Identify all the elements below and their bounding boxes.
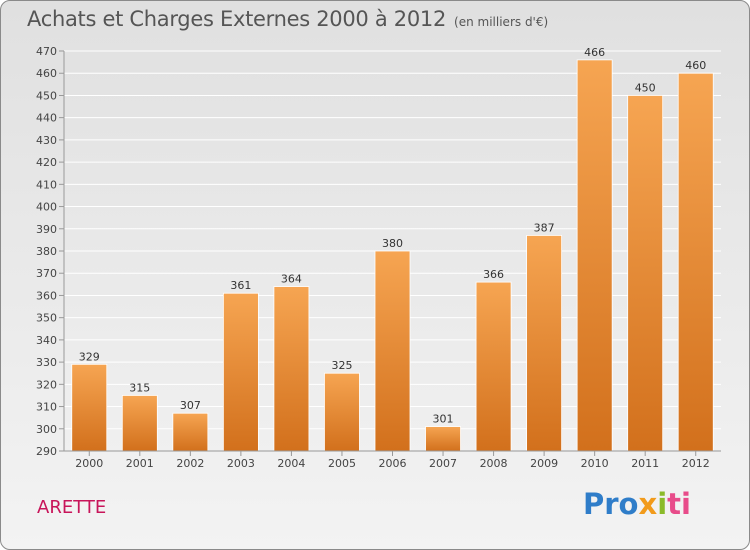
bar-2009 bbox=[526, 235, 563, 452]
data-label-2006: 380 bbox=[382, 237, 403, 250]
data-label-2008: 366 bbox=[483, 268, 504, 281]
data-label-2011: 450 bbox=[635, 81, 656, 94]
y-tick-label: 390 bbox=[36, 223, 57, 236]
data-label-2009: 387 bbox=[534, 221, 555, 234]
bar-2010 bbox=[576, 59, 613, 452]
logo-part-1: Pro bbox=[583, 487, 639, 521]
bar-2011 bbox=[627, 95, 664, 452]
y-tick-label: 290 bbox=[36, 445, 57, 458]
chart-title-main: Achats et Charges Externes 2000 à 2012 bbox=[27, 7, 447, 31]
bar-2008 bbox=[475, 281, 512, 452]
x-tick-label: 2000 bbox=[75, 457, 103, 470]
data-label-2001: 315 bbox=[129, 381, 150, 394]
bar-2012 bbox=[677, 72, 714, 452]
bar-2004 bbox=[273, 286, 310, 452]
x-tick-label: 2006 bbox=[379, 457, 407, 470]
data-labels: 329 315 307 361 364 325 380 301 366 387 466 450 460 bbox=[79, 46, 706, 426]
data-label-2004: 364 bbox=[281, 273, 302, 286]
bar-2003 bbox=[222, 292, 259, 452]
y-tick-label: 370 bbox=[36, 267, 57, 280]
x-tick-label: 2007 bbox=[429, 457, 457, 470]
bar-2001 bbox=[121, 395, 158, 452]
y-tick-label: 420 bbox=[36, 156, 57, 169]
y-tick-label: 350 bbox=[36, 312, 57, 325]
y-tick-label: 330 bbox=[36, 356, 57, 369]
y-tick-label: 460 bbox=[36, 67, 57, 80]
bar-2005 bbox=[324, 372, 360, 452]
y-tick-label: 440 bbox=[36, 112, 57, 125]
x-tick-label: 2003 bbox=[227, 457, 255, 470]
chart-title: Achats et Charges Externes 2000 à 2012 (e… bbox=[27, 7, 548, 31]
y-tick-label: 470 bbox=[36, 45, 57, 58]
data-label-2007: 301 bbox=[433, 413, 454, 426]
y-tick-label: 320 bbox=[36, 378, 57, 391]
bar-2007 bbox=[425, 426, 461, 452]
data-label-2005: 325 bbox=[331, 359, 352, 372]
y-tick-label: 300 bbox=[36, 423, 57, 436]
bars bbox=[71, 59, 714, 452]
y-tick-label: 400 bbox=[36, 201, 57, 214]
x-tick-label: 2009 bbox=[530, 457, 558, 470]
data-label-2003: 361 bbox=[230, 279, 251, 292]
logo-part-4: ti bbox=[667, 487, 691, 521]
y-tick-label: 450 bbox=[36, 89, 57, 102]
bar-2000 bbox=[71, 363, 108, 452]
data-label-2012: 460 bbox=[685, 59, 706, 72]
x-tick-label: 2005 bbox=[328, 457, 356, 470]
commune-label: ARETTE bbox=[37, 497, 107, 518]
data-label-2002: 307 bbox=[180, 399, 201, 412]
x-tick-label: 2012 bbox=[682, 457, 710, 470]
y-tick-label: 310 bbox=[36, 401, 57, 414]
y-axis: 290 300 310 320 330 340 350 360 370 380 390 400 410 4… bbox=[36, 45, 65, 458]
y-tick-label: 360 bbox=[36, 289, 57, 302]
x-tick-label: 2002 bbox=[176, 457, 204, 470]
bar-2002 bbox=[172, 412, 209, 452]
data-label-2000: 329 bbox=[79, 350, 100, 363]
logo-part-2: x bbox=[638, 487, 658, 521]
data-label-2010: 466 bbox=[584, 46, 605, 59]
chart-title-unit: (en milliers d'€) bbox=[454, 15, 549, 29]
x-tick-label: 2008 bbox=[480, 457, 508, 470]
x-tick-label: 2004 bbox=[277, 457, 305, 470]
x-tick-label: 2010 bbox=[581, 457, 609, 470]
logo-part-3: i bbox=[657, 487, 668, 521]
y-tick-label: 380 bbox=[36, 245, 57, 258]
bar-2006 bbox=[374, 250, 411, 452]
x-tick-label: 2001 bbox=[126, 457, 154, 470]
x-axis: 2000 2001 2002 2003 2004 2005 2006 2007 2008 2009… bbox=[64, 450, 721, 470]
x-tick-label: 2011 bbox=[631, 457, 659, 470]
y-tick-label: 410 bbox=[36, 178, 57, 191]
proxiti-logo: Proxiti bbox=[583, 487, 691, 521]
y-tick-label: 340 bbox=[36, 334, 57, 347]
y-tick-label: 430 bbox=[36, 134, 57, 147]
